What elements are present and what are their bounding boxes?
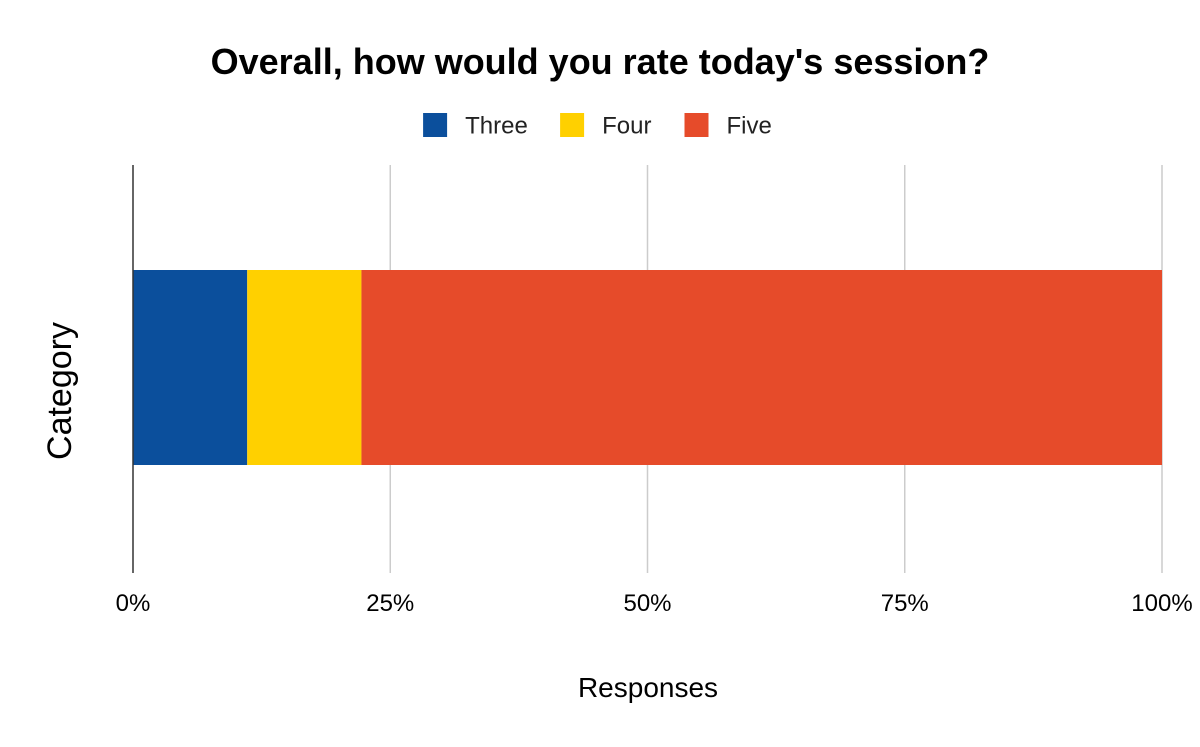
y-axis-label: Category — [41, 322, 79, 460]
x-tick-labels: 0% 25% 50% 75% 100% — [116, 590, 1193, 617]
chart-title: Overall, how would you rate today's sess… — [211, 41, 990, 82]
legend-label: Four — [602, 113, 651, 140]
legend: Three Four Five — [423, 113, 772, 140]
legend-label: Five — [727, 113, 772, 140]
legend-swatch-five — [684, 113, 709, 137]
x-tick-label: 0% — [116, 590, 151, 617]
x-tick-label: 75% — [881, 590, 929, 617]
bar-segment-five — [361, 270, 1162, 465]
x-tick-label: 100% — [1131, 590, 1192, 617]
x-axis-label: Responses — [578, 672, 718, 703]
x-tick-label: 50% — [623, 590, 671, 617]
legend-label: Three — [465, 113, 528, 140]
bars — [133, 270, 1162, 465]
bar-segment-four — [247, 270, 362, 465]
bar-segment-three — [133, 270, 248, 465]
legend-swatch-four — [560, 113, 585, 137]
legend-swatch-three — [423, 113, 448, 137]
x-tick-label: 25% — [366, 590, 414, 617]
